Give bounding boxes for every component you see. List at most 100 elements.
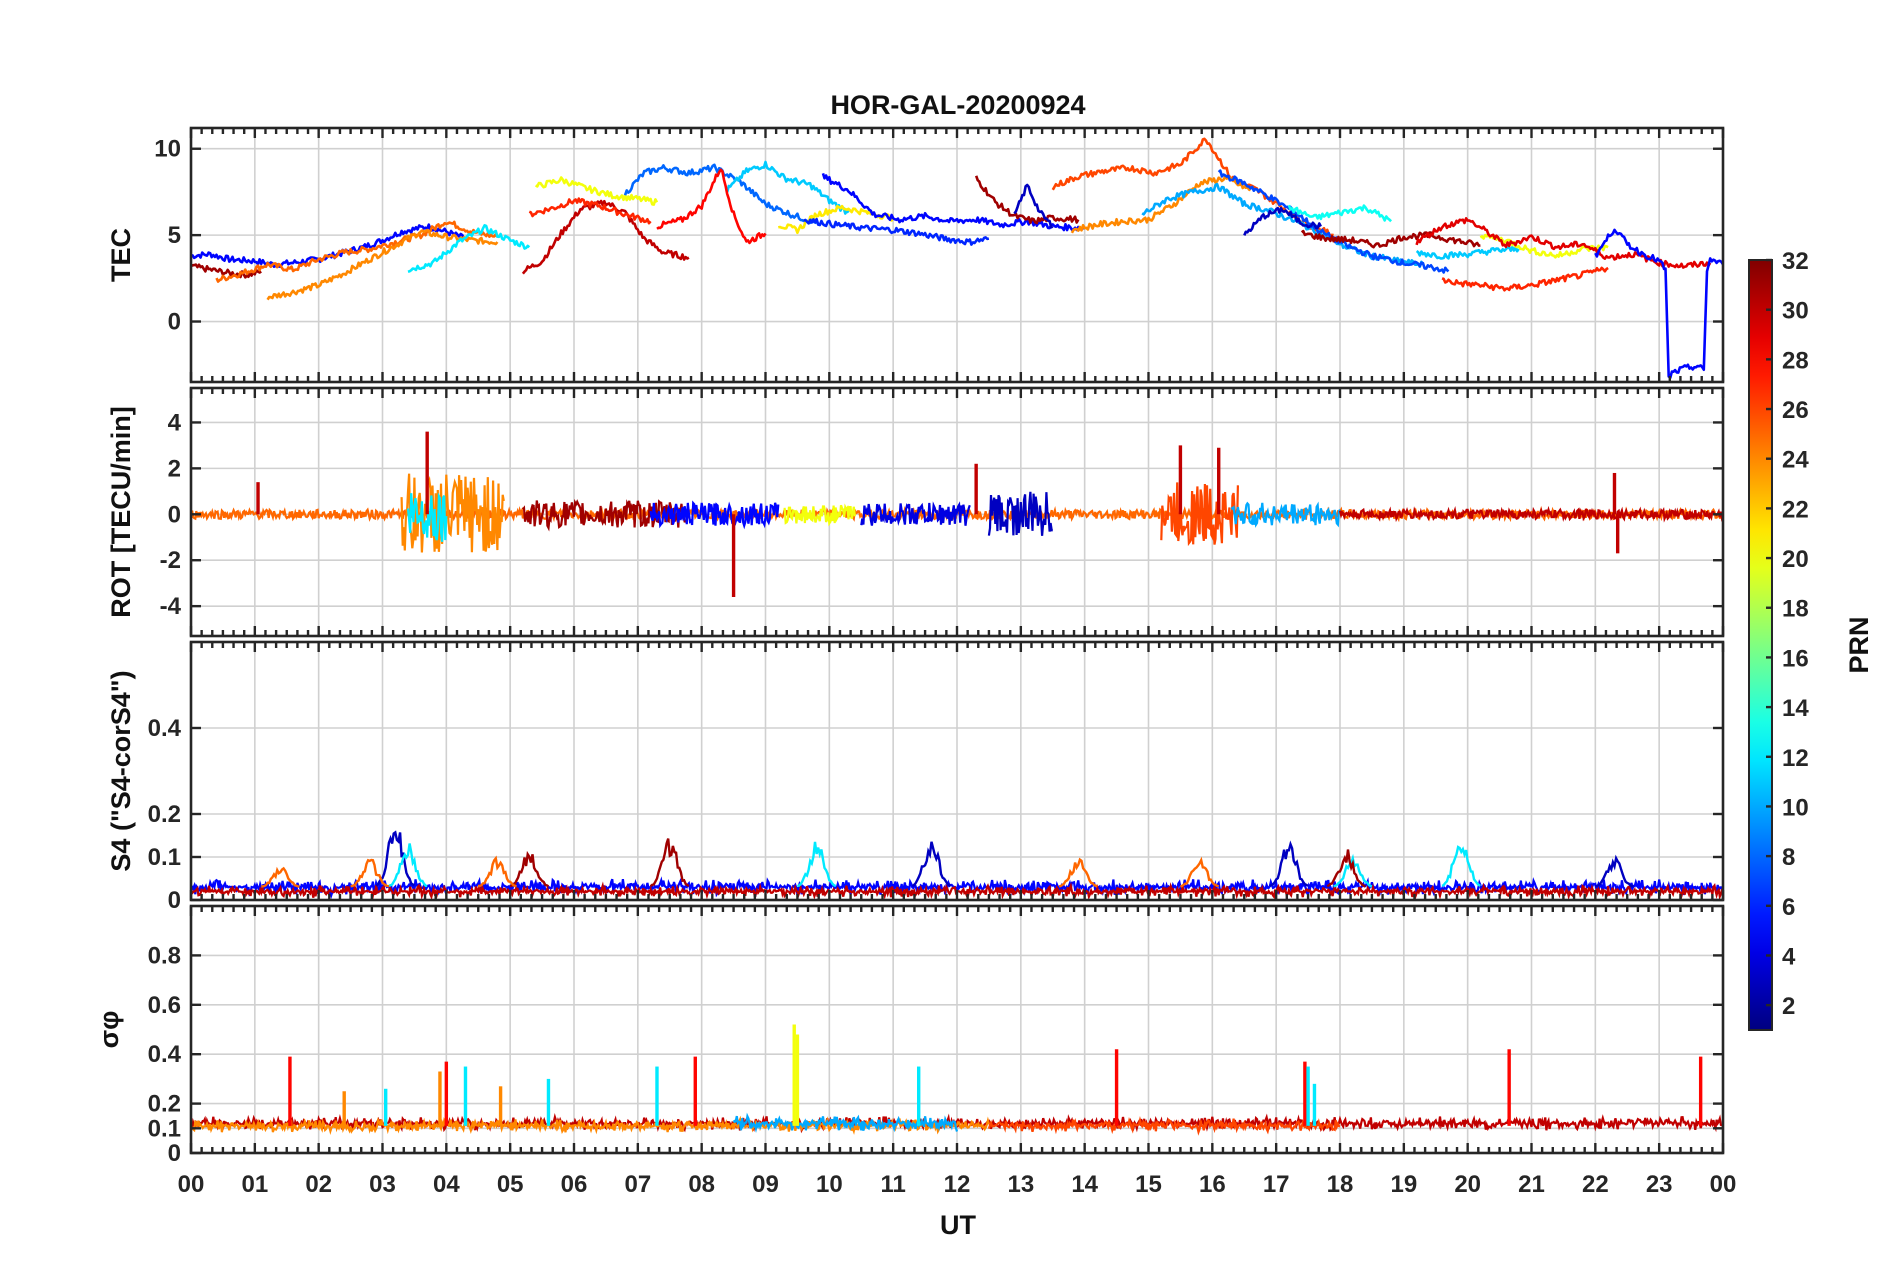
bump-prn-31 (509, 850, 550, 888)
series-prn-5 (821, 173, 1085, 232)
panel-2: -4 -2 0 2 4 ROT [TECU/min] (106, 386, 1725, 638)
x-tick-label: 15 (1135, 1171, 1162, 1198)
series-prn-5 (649, 500, 780, 530)
y-tick-label: 10 (154, 136, 181, 163)
x-tick-label: 07 (624, 1171, 651, 1198)
series-prn-30 (1338, 505, 1723, 523)
y-axis-label: TEC (106, 228, 136, 282)
y-tick-label: 0 (168, 1140, 181, 1167)
x-tick-label: 04 (433, 1171, 460, 1198)
series-prn-5 (1594, 228, 1723, 380)
y-tick-label: 4 (168, 409, 182, 436)
colorbar-tick-label: 14 (1782, 695, 1809, 722)
series-prn-10 (1230, 501, 1341, 528)
series-prn-12 (407, 224, 531, 274)
bump-prn-12 (797, 841, 837, 888)
bump-prn-12 (1441, 845, 1481, 887)
colorbar-tick-label: 22 (1782, 496, 1809, 523)
series-prn-31 (1300, 229, 1481, 249)
colorbar-tick-label: 6 (1782, 894, 1795, 921)
y-tick-label: 0 (168, 887, 181, 914)
x-tick-label: 01 (241, 1171, 268, 1198)
series-prn-31 (522, 498, 690, 532)
series-prn-27 (1441, 266, 1609, 292)
series-prn-30 (521, 199, 690, 275)
x-tick-label: 10 (816, 1171, 843, 1198)
series-prn-8 (623, 163, 818, 225)
y-tick-label: 0.2 (148, 801, 181, 828)
y-tick-label: 0.4 (148, 715, 182, 742)
y-tick-label: 0.1 (148, 1115, 181, 1142)
x-tick-label: 03 (369, 1171, 396, 1198)
panel-grid (191, 642, 1723, 901)
series-prn-20 (534, 176, 659, 206)
colorbar-tick-label: 32 (1782, 248, 1809, 275)
x-tick-label: 09 (752, 1171, 779, 1198)
series-prn-31 (974, 175, 1080, 225)
bump-prn-25 (1058, 857, 1098, 888)
panel-ticks (189, 388, 1725, 636)
bump-prn-25 (350, 858, 390, 888)
colorbar-tick-label: 10 (1782, 794, 1809, 821)
bump-prn-31 (649, 838, 690, 888)
bump-prn-25 (477, 855, 518, 888)
bump-prn-3 (375, 830, 415, 887)
series-prn-26 (987, 1116, 1341, 1136)
series-prn-20 (783, 503, 856, 527)
x-tick-label: 22 (1582, 1171, 1609, 1198)
colorbar-tick-label: 30 (1782, 298, 1809, 325)
series-prn-6 (803, 217, 990, 246)
x-tick-label: 00 (1710, 1171, 1737, 1198)
y-tick-label: 0 (168, 309, 181, 336)
bump-prn-3 (1269, 840, 1309, 888)
bump-prn-3 (911, 841, 952, 888)
x-tick-label: 20 (1454, 1171, 1481, 1198)
series-prn-28 (656, 168, 767, 245)
colorbar-tick-label: 20 (1782, 546, 1809, 573)
chart-title: HOR-GAL-20200924 (830, 90, 1085, 120)
y-tick-label: 2 (168, 455, 181, 482)
series-prn-3 (1243, 206, 1322, 236)
x-tick-label: 21 (1518, 1171, 1545, 1198)
colorbar-tick-label: 28 (1782, 347, 1809, 374)
bump-prn-25 (261, 866, 300, 888)
bump-prn-3 (1594, 854, 1634, 888)
x-tick-label: 14 (1071, 1171, 1098, 1198)
series-prn-3 (987, 491, 1053, 536)
panel-grid (191, 128, 1723, 382)
series-prn-11 (725, 160, 850, 215)
series-prn-25 (215, 220, 499, 283)
series-prn-24 (191, 1115, 990, 1135)
x-tick-label: 06 (561, 1171, 588, 1198)
colorbar-label: PRN (1844, 616, 1874, 673)
x-tick-label: 00 (178, 1171, 205, 1198)
series-prn-20 (1479, 232, 1609, 259)
series-prn-26 (1160, 482, 1239, 547)
y-tick-label: 0.4 (148, 1041, 182, 1068)
x-tick-label: 12 (944, 1171, 971, 1198)
series-prn-27 (528, 197, 652, 225)
panel-series (191, 1024, 1723, 1136)
series-prn-24 (400, 473, 505, 553)
y-tick-label: 0.1 (148, 844, 181, 871)
panel-grid (191, 906, 1723, 1154)
colorbar-tick-label: 12 (1782, 745, 1809, 772)
series-prn-24 (1070, 175, 1252, 234)
series-prn-12 (406, 492, 448, 542)
x-tick-label: 08 (688, 1171, 715, 1198)
panel-ticks (189, 642, 1725, 902)
y-axis-label: σφ (94, 1011, 124, 1049)
colorbar-tick-label: 16 (1782, 645, 1809, 672)
x-tick-label: 18 (1327, 1171, 1354, 1198)
series-prn-31 (191, 263, 262, 279)
panel-4: 00.10.2 0.4 0.6 0.8 σφ (94, 904, 1725, 1167)
panel-ticks (189, 128, 1725, 382)
colorbar-tick-label: 26 (1782, 397, 1809, 424)
colorbar-tick-label: 4 (1782, 943, 1796, 970)
panel-series (191, 431, 1723, 597)
colorbar-tick-label: 24 (1782, 447, 1809, 474)
x-tick-label: 13 (1007, 1171, 1034, 1198)
